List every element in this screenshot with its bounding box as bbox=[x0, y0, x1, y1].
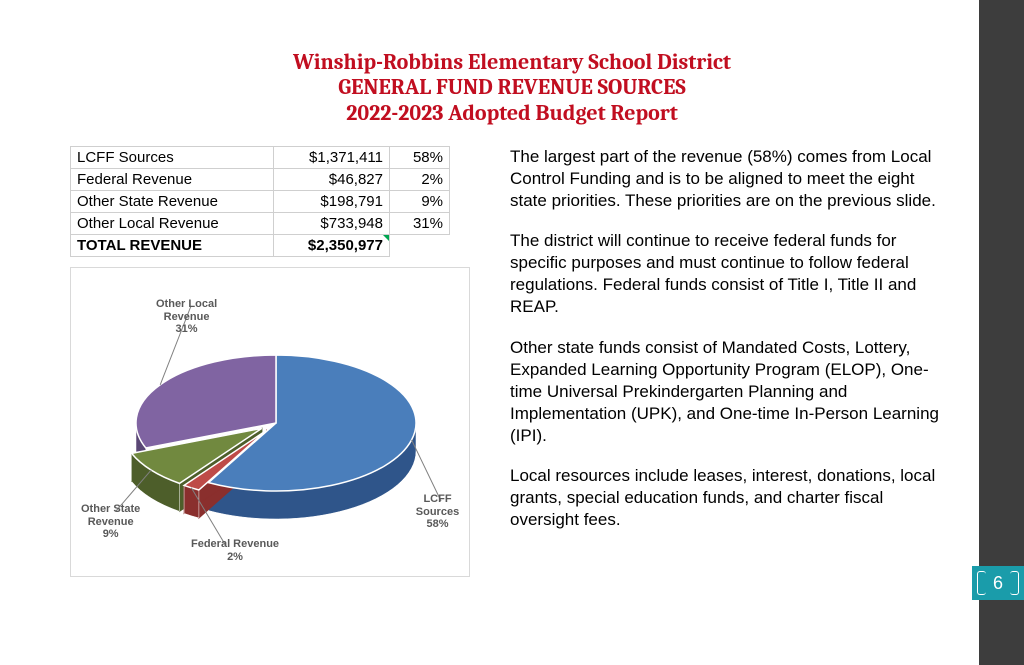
table-row: LCFF Sources $1,371,411 58% bbox=[71, 146, 450, 168]
cell-pct: 9% bbox=[390, 190, 450, 212]
cell-pct: 58% bbox=[390, 146, 450, 168]
cell-amount: $198,791 bbox=[274, 190, 390, 212]
total-amount-text: $2,350,977 bbox=[308, 237, 383, 254]
cell-label: Federal Revenue bbox=[71, 168, 274, 190]
left-column: LCFF Sources $1,371,411 58% Federal Reve… bbox=[70, 146, 470, 577]
cell-pct: 2% bbox=[390, 168, 450, 190]
cell-amount: $2,350,977 bbox=[274, 234, 390, 256]
table-row: Federal Revenue $46,827 2% bbox=[71, 168, 450, 190]
cell-label: Other Local Revenue bbox=[71, 212, 274, 234]
paragraph: Local resources include leases, interest… bbox=[510, 465, 954, 531]
cell-label: LCFF Sources bbox=[71, 146, 274, 168]
cell-label: TOTAL REVENUE bbox=[71, 234, 274, 256]
pie-slice-label: Other LocalRevenue31% bbox=[156, 298, 217, 336]
slide-header: Winship-Robbins Elementary School Distri… bbox=[0, 0, 1024, 126]
cell-pct: 31% bbox=[390, 212, 450, 234]
page-number: 6 bbox=[993, 573, 1003, 594]
comment-marker-icon bbox=[383, 235, 389, 241]
pie-slice-label: LCFF Sources58% bbox=[406, 493, 469, 531]
pie-chart: LCFF Sources58% Federal Revenue2% Other St… bbox=[70, 267, 470, 577]
paragraph: The district will continue to receive fe… bbox=[510, 230, 954, 318]
title-line-3: 2022-2023 Adopted Budget Report bbox=[0, 101, 1024, 126]
table-row-total: TOTAL REVENUE $2,350,977 bbox=[71, 234, 450, 256]
cell-amount: $46,827 bbox=[274, 168, 390, 190]
cell-amount: $733,948 bbox=[274, 212, 390, 234]
cell-amount: $1,371,411 bbox=[274, 146, 390, 168]
title-line-1: Winship-Robbins Elementary School Distri… bbox=[0, 50, 1024, 75]
table-row: Other State Revenue $198,791 9% bbox=[71, 190, 450, 212]
title-line-2: GENERAL FUND REVENUE SOURCES bbox=[0, 75, 1024, 100]
table-row: Other Local Revenue $733,948 31% bbox=[71, 212, 450, 234]
revenue-table: LCFF Sources $1,371,411 58% Federal Reve… bbox=[70, 146, 450, 257]
pie-slice-label: Federal Revenue2% bbox=[191, 538, 279, 563]
page-number-badge: 6 bbox=[972, 566, 1024, 600]
body-text: The largest part of the revenue (58%) co… bbox=[510, 146, 964, 577]
cell-empty bbox=[390, 234, 450, 256]
content-area: LCFF Sources $1,371,411 58% Federal Reve… bbox=[0, 126, 1024, 577]
pie-slice-label: Other StateRevenue9% bbox=[81, 503, 140, 541]
paragraph: Other state funds consist of Mandated Co… bbox=[510, 337, 954, 447]
cell-label: Other State Revenue bbox=[71, 190, 274, 212]
paragraph: The largest part of the revenue (58%) co… bbox=[510, 146, 954, 212]
